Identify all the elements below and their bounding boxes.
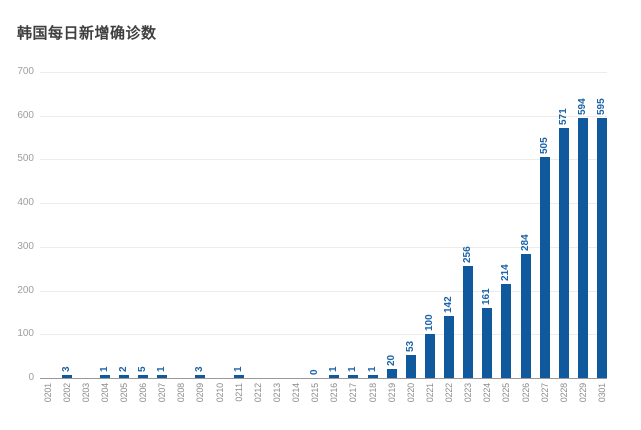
x-tick-label: 0212: [252, 383, 263, 403]
y-gridline: [40, 72, 607, 73]
bar: [482, 307, 493, 378]
bar: [405, 354, 416, 378]
bar-value-label: 594: [576, 98, 588, 116]
x-tick-label: 0211: [233, 383, 244, 402]
y-tick-label: 100: [17, 328, 34, 340]
x-tick-label: 0210: [214, 383, 225, 403]
y-gridline: [40, 378, 607, 379]
x-tick-label: 0220: [405, 383, 416, 403]
x-tick-label: 0219: [386, 383, 397, 403]
bar: [577, 118, 588, 378]
x-tick-label: 0226: [520, 383, 531, 403]
bar-value-label: 505: [538, 137, 550, 155]
bar: [596, 117, 607, 378]
bar-value-label: 142: [443, 296, 455, 313]
y-tick-label: 500: [17, 153, 34, 165]
x-tick-label: 0222: [444, 383, 455, 403]
x-tick-label: 0208: [176, 383, 187, 403]
bar-value-label: 2: [117, 366, 129, 372]
bar: [118, 375, 129, 378]
x-tick-label: 0202: [61, 383, 72, 403]
y-tick-label: 700: [17, 66, 34, 77]
bar: [157, 375, 168, 378]
bar-value-label: 3: [60, 366, 72, 372]
x-tick-label: 0221: [424, 383, 435, 403]
bar: [386, 369, 397, 378]
bar: [367, 375, 378, 378]
bar-value-label: 284: [519, 234, 531, 251]
x-tick-label: 0209: [195, 383, 206, 403]
bar: [99, 375, 110, 378]
bar-value-label: 1: [366, 366, 378, 372]
x-tick-label: 0229: [577, 383, 588, 403]
x-tick-label: 0203: [80, 383, 91, 403]
x-tick-label: 0205: [118, 383, 129, 403]
y-gridline: [40, 115, 607, 117]
bar-value-label: 214: [500, 264, 512, 282]
bar: [348, 375, 359, 378]
x-tick-label: 0227: [539, 383, 550, 403]
bar-value-label: 595: [595, 98, 607, 115]
x-tick-label: 0217: [348, 383, 359, 403]
y-gridline: [40, 290, 607, 292]
y-tick-label: 200: [17, 284, 34, 296]
bar: [520, 253, 531, 378]
x-tick-label: 0301: [596, 383, 607, 403]
chart-title: 韩国每日新增确诊数: [17, 25, 157, 42]
bar-value-label: 5: [137, 366, 149, 372]
bar-value-label: 53: [404, 340, 416, 352]
x-tick-label: 0215: [310, 383, 321, 403]
bar: [233, 375, 244, 378]
y-gridline: [40, 203, 607, 205]
bar: [463, 266, 474, 378]
bar: [138, 375, 149, 378]
bar-value-label: 3: [194, 366, 206, 372]
bar-value-label: 1: [98, 366, 110, 372]
x-tick-label: 0228: [558, 383, 569, 403]
x-tick-label: 0213: [271, 383, 282, 403]
bar-value-label: 20: [385, 355, 397, 367]
y-tick-label: 0: [28, 372, 34, 383]
bar: [424, 334, 435, 378]
bar-value-label: 571: [557, 108, 569, 126]
x-tick-label: 0218: [367, 383, 378, 403]
y-tick-label: 600: [17, 109, 34, 121]
x-tick-label: 0201: [42, 383, 53, 403]
bar: [444, 315, 455, 378]
bar-value-label: 1: [347, 366, 359, 372]
x-tick-label: 0223: [463, 383, 474, 403]
bar: [501, 284, 512, 378]
bar-value-label: 256: [462, 246, 474, 264]
x-tick-label: 0206: [138, 383, 149, 403]
bar: [539, 157, 550, 378]
y-tick-label: 400: [17, 197, 34, 209]
y-gridline: [40, 159, 607, 161]
x-tick-label: 0214: [291, 383, 302, 403]
y-gridline: [40, 246, 607, 248]
x-tick-label: 0204: [99, 383, 110, 403]
x-tick-label: 0207: [157, 383, 168, 403]
bar: [195, 375, 206, 378]
x-tick-label: 0224: [482, 383, 493, 403]
bar: [61, 375, 72, 378]
x-tick-label: 0216: [329, 383, 340, 403]
bar: [558, 128, 569, 378]
bar-value-label: 1: [232, 366, 244, 372]
bar-value-label: 100: [423, 314, 435, 332]
bar-value-label: 1: [328, 366, 340, 372]
bar-value-label: 1: [156, 366, 168, 372]
y-gridline: [40, 334, 607, 336]
y-tick-label: 300: [17, 240, 34, 252]
bar-value-label: 0: [309, 369, 321, 375]
bar-value-label: 161: [481, 287, 493, 305]
x-tick-label: 0225: [501, 383, 512, 403]
bar: [329, 375, 340, 378]
